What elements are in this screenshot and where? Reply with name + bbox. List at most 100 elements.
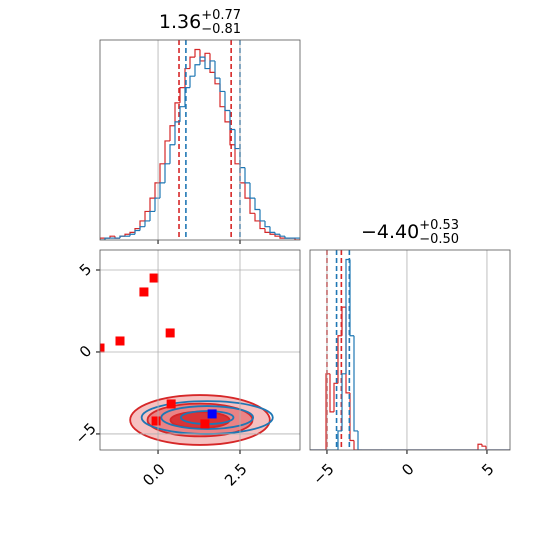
y-tick-label: 5 (76, 260, 95, 279)
hist-step (184, 67, 190, 88)
hist-step (179, 106, 185, 122)
hist-step (154, 197, 160, 212)
hist-step (209, 60, 215, 69)
hist-step (144, 220, 150, 227)
contour (160, 405, 255, 430)
hist-step (219, 83, 225, 108)
hist-step (249, 182, 255, 199)
title-upper: +0.77 (201, 8, 241, 23)
hist-step (353, 440, 358, 450)
hist-step (209, 53, 215, 73)
hist-step (204, 57, 210, 70)
hist-step (269, 232, 275, 235)
hist-step (169, 144, 175, 164)
title-lower: −0.81 (201, 22, 241, 37)
hist-step (109, 235, 115, 239)
hist-step (194, 48, 200, 58)
hist-step (139, 220, 145, 229)
hist-step (199, 56, 205, 65)
axes-frame (99, 249, 301, 451)
hist-step (259, 209, 265, 222)
hist-step (129, 231, 135, 235)
hist-step (189, 75, 195, 88)
hist-step (164, 140, 170, 164)
title-upper: +0.53 (419, 218, 459, 233)
hist-step (329, 373, 334, 413)
point (166, 399, 176, 409)
hist-step (274, 232, 280, 235)
hist-step (119, 235, 125, 239)
hist-step (259, 220, 265, 230)
title-value: 1.36 (159, 11, 201, 33)
point (200, 419, 210, 429)
hist-step (264, 228, 270, 233)
hist-step (254, 213, 260, 222)
hist-step (229, 121, 235, 146)
hist-step (269, 226, 275, 233)
hist-step (100, 237, 105, 240)
title-value: −4.40 (361, 221, 419, 243)
hist-step (139, 226, 145, 231)
point (115, 336, 125, 346)
hist-step (333, 382, 338, 412)
hist-step (477, 443, 482, 450)
hist-step (174, 121, 180, 145)
axes-frame (99, 39, 301, 241)
hist-step (294, 238, 300, 240)
hist-step (104, 237, 110, 240)
hist-step (149, 210, 155, 221)
panel-title: 1.36+0.77 −0.81 (159, 8, 241, 37)
hist-step (264, 220, 270, 228)
point (165, 328, 175, 338)
hist-step (325, 373, 330, 450)
hist-step (194, 64, 200, 77)
point (149, 273, 159, 283)
point (207, 409, 217, 419)
point (139, 287, 149, 297)
x-tick-label: 0 (398, 460, 417, 479)
hist-step (154, 182, 160, 199)
plot-area (100, 40, 300, 240)
hist-step (169, 125, 175, 141)
hist-step (279, 234, 285, 237)
hist-step (199, 49, 205, 62)
hist-step (249, 198, 255, 214)
hist-step (164, 163, 170, 183)
hist-step (244, 182, 250, 199)
hist-step (353, 335, 358, 432)
plot-area (310, 250, 510, 450)
hist-step (189, 56, 195, 69)
hist-step (337, 335, 342, 384)
hist-step (284, 236, 290, 239)
x-tick-label: 5 (478, 460, 497, 479)
hist-step (144, 210, 150, 221)
axes-frame (309, 249, 511, 451)
hist-step (341, 373, 346, 431)
hist-step (204, 52, 210, 61)
plot-area (100, 273, 274, 446)
hist-step (485, 446, 490, 450)
hist-step (184, 87, 190, 107)
y-tick-label: −5 (71, 419, 99, 447)
hist-step (124, 233, 130, 237)
hist-step (234, 129, 240, 150)
hist-step (129, 233, 135, 237)
panel-title: −4.40+0.53 −0.50 (361, 218, 459, 247)
hist-step (224, 106, 230, 123)
contour (169, 410, 231, 430)
hist-step (254, 198, 260, 211)
hist-step (279, 236, 285, 239)
hist-step (179, 87, 185, 103)
hist-step (174, 102, 180, 126)
title-lower: −0.50 (419, 232, 459, 247)
hist-step (244, 167, 250, 184)
hist-step (234, 144, 240, 165)
x-tick-label: −5 (309, 460, 337, 488)
hist-step (159, 182, 165, 199)
hist-step (481, 444, 486, 447)
hist-step (274, 234, 280, 237)
hist-step (134, 229, 140, 235)
point (151, 416, 161, 426)
